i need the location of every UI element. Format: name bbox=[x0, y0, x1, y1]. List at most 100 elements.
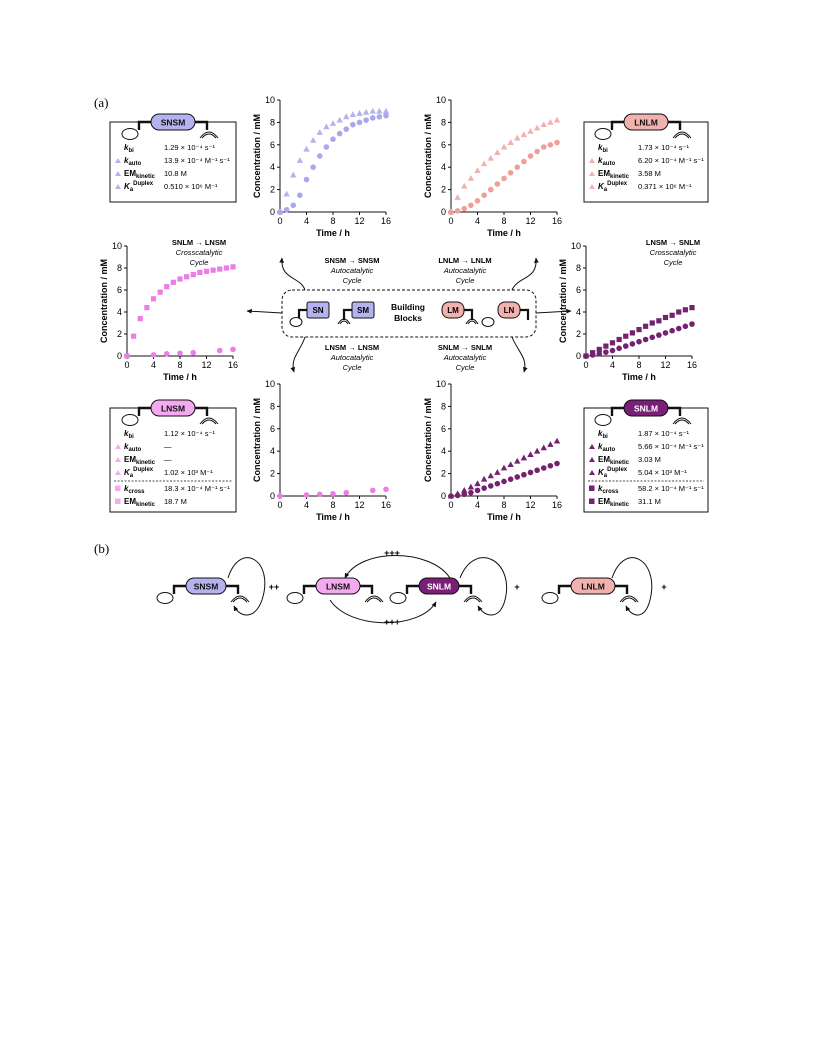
molecule-right-cleft bbox=[199, 417, 219, 425]
data-point-square bbox=[177, 276, 183, 282]
data-point-circle bbox=[689, 321, 695, 327]
data-point-circle bbox=[474, 487, 481, 494]
data-point-circle bbox=[481, 192, 487, 198]
data-point-circle bbox=[230, 346, 236, 353]
molecule-left-head bbox=[286, 592, 304, 604]
data-point-circle bbox=[540, 144, 547, 150]
cycle-snsm-cycle: Cycle bbox=[343, 276, 362, 285]
x-tick-label: 12 bbox=[354, 216, 364, 226]
block-arm bbox=[342, 308, 352, 320]
data-point-triangle bbox=[500, 143, 508, 150]
x-tick-label: 4 bbox=[610, 360, 615, 370]
param-subscript: kinetic bbox=[136, 502, 156, 508]
infobox-marker-icon bbox=[115, 158, 121, 163]
data-point-triangle bbox=[533, 124, 541, 131]
data-point-triangle bbox=[461, 182, 468, 189]
data-point-triangle bbox=[540, 121, 547, 128]
data-point-triangle bbox=[507, 461, 514, 468]
param-symbol: EM bbox=[598, 455, 610, 464]
data-point-circle bbox=[609, 347, 616, 354]
molecule-left-head bbox=[541, 592, 559, 604]
y-tick-label: 4 bbox=[117, 307, 122, 317]
infobox-param-label: EMkinetic bbox=[124, 169, 156, 180]
y-tick-label: 8 bbox=[576, 263, 581, 273]
panel-b-plus-snsm: ++ bbox=[269, 582, 280, 592]
x-tick-label: 16 bbox=[381, 500, 391, 510]
param-superscript: Duplex bbox=[133, 467, 154, 473]
data-point-triangle bbox=[480, 475, 488, 482]
data-point-triangle bbox=[494, 149, 501, 156]
data-point-circle bbox=[177, 350, 183, 357]
infobox-param-label: kauto bbox=[124, 442, 141, 453]
infobox-param-value: 1.12 × 10⁻⁴ s⁻¹ bbox=[164, 429, 215, 438]
molecule-body bbox=[570, 577, 616, 595]
data-point-square bbox=[629, 330, 635, 336]
data-point-circle bbox=[487, 186, 494, 193]
infobox-marker-icon bbox=[115, 498, 121, 504]
cycle-cross-right-reaction: LNSM → SNLM bbox=[646, 238, 700, 247]
param-symbol: EM bbox=[124, 455, 136, 464]
data-point-circle bbox=[521, 471, 527, 478]
x-tick-label: 8 bbox=[501, 216, 506, 226]
data-point-circle bbox=[622, 343, 629, 349]
infobox-param-value: 3.58 M bbox=[638, 169, 661, 178]
data-point-square bbox=[210, 267, 216, 273]
data-point-square bbox=[184, 274, 190, 280]
data-point-circle bbox=[330, 490, 336, 497]
param-symbol: EM bbox=[124, 169, 136, 178]
infobox-param-value: 3.03 M bbox=[638, 455, 661, 464]
data-point-circle bbox=[629, 341, 636, 347]
data-point-circle bbox=[369, 487, 376, 494]
data-point-square bbox=[157, 289, 163, 295]
data-point-triangle bbox=[323, 123, 330, 130]
molecule-right-arm bbox=[195, 120, 209, 130]
x-axis-label: Time / h bbox=[163, 372, 197, 382]
molecule-right-cleft bbox=[672, 417, 692, 425]
x-axis-label: Time / h bbox=[316, 228, 350, 238]
data-point-circle bbox=[669, 327, 675, 334]
param-subscript: auto bbox=[128, 447, 141, 453]
data-point-circle bbox=[494, 181, 501, 187]
data-point-triangle bbox=[494, 469, 501, 475]
data-point-circle bbox=[534, 467, 540, 474]
panel-b-plus-lnlm: + bbox=[661, 582, 666, 592]
cycle-cross-right-type: Crosscatalytic bbox=[650, 248, 697, 257]
block-lm: LM bbox=[441, 301, 479, 325]
y-tick-label: 10 bbox=[112, 241, 122, 251]
data-point-circle bbox=[216, 347, 223, 354]
param-subscript: kinetic bbox=[610, 460, 630, 466]
chart-lnsm-to-snlm-crosscatalysis: 0 4 8 12 16 0 2 4 6 8 10 Time / h Concentration / mM bbox=[558, 241, 697, 382]
data-point-triangle bbox=[480, 160, 488, 167]
data-point-circle bbox=[507, 170, 514, 176]
infobox-param-value: 0.510 × 10⁶ M⁻¹ bbox=[164, 182, 218, 191]
x-axis-label: Time / h bbox=[316, 512, 350, 522]
data-point-circle bbox=[190, 349, 197, 356]
x-tick-label: 12 bbox=[525, 500, 535, 510]
y-tick-label: 6 bbox=[270, 424, 275, 434]
data-point-triangle bbox=[329, 120, 337, 126]
y-tick-label: 0 bbox=[270, 207, 275, 217]
chart-lnsm-autocatalysis: 0 4 8 12 16 0 2 4 6 8 10 Time / h Concentration / mM bbox=[252, 379, 391, 522]
molecule-body bbox=[418, 577, 460, 595]
data-point-square bbox=[636, 327, 642, 333]
infobox-param-value: — bbox=[164, 442, 172, 451]
molecule-label: SNLM bbox=[634, 404, 658, 414]
data-point-circle bbox=[330, 136, 336, 142]
molecule-left-arm bbox=[610, 120, 624, 130]
data-point-circle bbox=[363, 117, 369, 123]
cycle-snsm-reaction: SNSM → SNSM bbox=[324, 256, 379, 265]
data-point-square bbox=[682, 307, 688, 313]
molecule-label: SNSM bbox=[161, 118, 186, 128]
x-tick-label: 16 bbox=[687, 360, 697, 370]
x-tick-label: 16 bbox=[552, 500, 562, 510]
x-tick-label: 16 bbox=[228, 360, 238, 370]
data-point-square bbox=[656, 318, 662, 324]
x-tick-label: 0 bbox=[448, 500, 453, 510]
data-point-circle bbox=[468, 489, 474, 496]
data-point-circle bbox=[554, 139, 560, 146]
data-point-triangle bbox=[369, 107, 376, 114]
data-point-triangle bbox=[290, 171, 297, 178]
data-point-circle bbox=[514, 164, 521, 170]
param-symbol: k bbox=[124, 484, 129, 493]
